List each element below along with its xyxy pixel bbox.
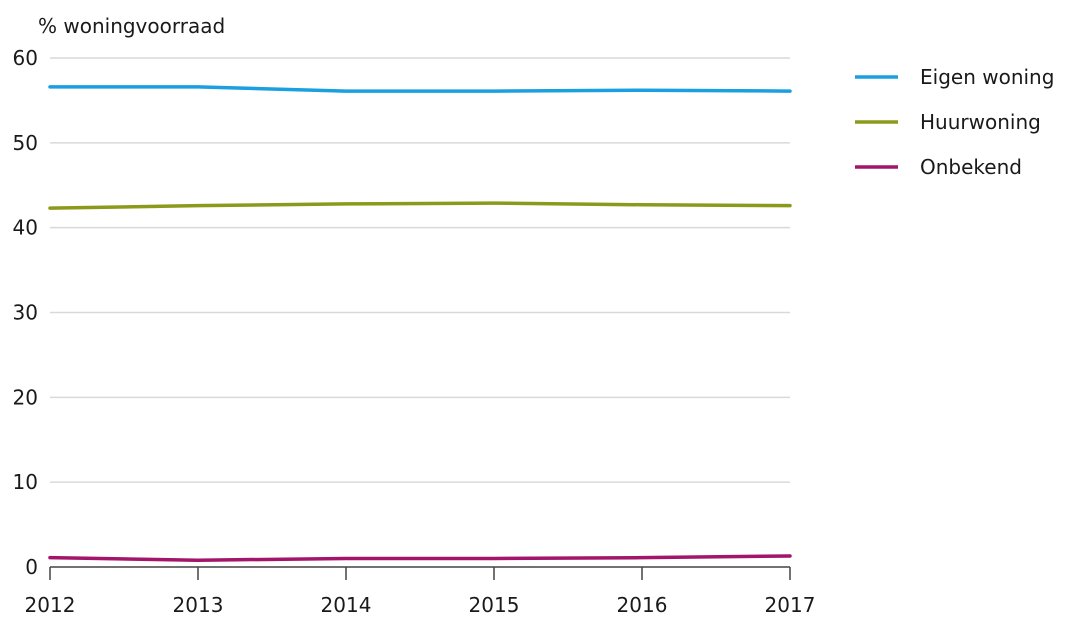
series-line-eigen-woning [48, 85, 792, 93]
series-line-onbekend [48, 554, 792, 562]
x-tick-label: 2017 [765, 593, 816, 617]
series-line-huurwoning [48, 201, 792, 210]
legend-label: Onbekend [920, 155, 1022, 179]
legend: Eigen woning Huurwoning Onbekend [855, 65, 1054, 179]
x-tick-label: 2015 [469, 593, 520, 617]
y-tick-label: 60 [13, 46, 38, 70]
gridlines [50, 57, 790, 483]
y-tick-label: 50 [13, 131, 38, 155]
legend-label: Eigen woning [920, 65, 1054, 89]
y-tick-label: 10 [13, 470, 38, 494]
x-tick-label: 2016 [617, 593, 668, 617]
x-tick-label: 2012 [25, 593, 76, 617]
y-tick-label: 30 [13, 301, 38, 325]
x-tick-label: 2013 [173, 593, 224, 617]
y-axis-label: % woningvoorraad [38, 14, 225, 38]
y-axis-ticks: 0 10 20 30 40 50 60 [13, 46, 38, 579]
y-tick-label: 40 [13, 216, 38, 240]
y-tick-label: 20 [13, 385, 38, 409]
x-axis: 2012 2013 2014 2015 2016 2017 [25, 566, 816, 617]
x-tick-label: 2014 [321, 593, 372, 617]
series-lines [48, 85, 792, 562]
y-tick-label: 0 [25, 555, 38, 579]
legend-label: Huurwoning [920, 110, 1041, 134]
